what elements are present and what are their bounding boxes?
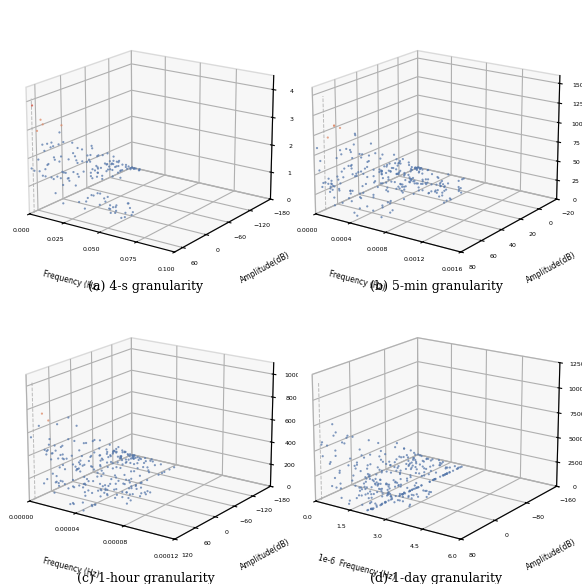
- Y-axis label: Amplitude(dB): Amplitude(dB): [524, 251, 577, 285]
- Text: (a) 4-s granularity: (a) 4-s granularity: [88, 280, 203, 293]
- Y-axis label: Amplitude(dB): Amplitude(dB): [238, 251, 291, 285]
- Text: (c) 1-hour granularity: (c) 1-hour granularity: [77, 572, 214, 584]
- Text: (b) 5-min granularity: (b) 5-min granularity: [370, 280, 503, 293]
- X-axis label: 1e-6  Frequency (Hz): 1e-6 Frequency (Hz): [317, 554, 396, 583]
- X-axis label: Frequency (Hz): Frequency (Hz): [328, 269, 386, 293]
- Y-axis label: Amplitude(dB): Amplitude(dB): [238, 537, 291, 572]
- X-axis label: Frequency (Hz): Frequency (Hz): [42, 557, 100, 580]
- X-axis label: Frequency (Hz): Frequency (Hz): [42, 269, 100, 293]
- Text: (d) 1-day granularity: (d) 1-day granularity: [370, 572, 503, 584]
- Y-axis label: Amplitude(dB): Amplitude(dB): [524, 537, 577, 572]
